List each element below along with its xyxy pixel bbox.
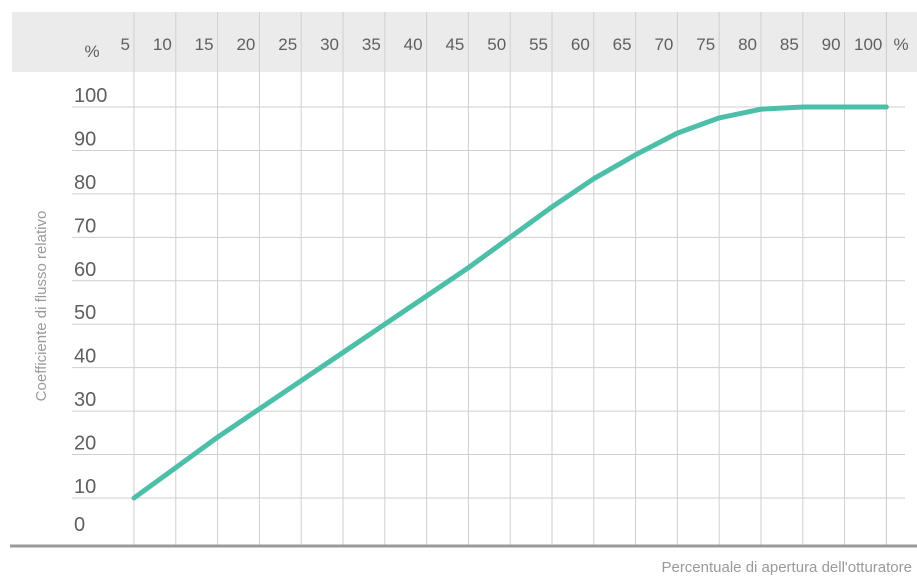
x-axis-title: Percentuale di apertura dell'otturatore [661, 559, 912, 576]
series-layer [131, 104, 889, 501]
x-tick-label: 10 [153, 35, 172, 54]
y-tick-label: 100 [74, 85, 107, 107]
x-tick-label: 100 [854, 35, 882, 54]
y-tick-labels: 0 10 20 30 40 50 60 70 80 90 100 [74, 85, 107, 536]
x-tick-label: 15 [195, 35, 214, 54]
y-tick-label: 20 [74, 433, 96, 455]
x-tick-label: 70 [654, 35, 673, 54]
y-tick-label: 80 [74, 172, 96, 194]
x-tick-label: 25 [278, 35, 297, 54]
x-tick-label: 5 [121, 35, 130, 54]
y-tick-label: 60 [74, 259, 96, 281]
x-unit-label-right: % [893, 35, 908, 54]
x-tick-label: 60 [571, 35, 590, 54]
y-tick-label: 50 [74, 302, 96, 324]
x-tick-label: 55 [529, 35, 548, 54]
y-tick-label: 10 [74, 476, 96, 498]
y-tick-label: 30 [74, 389, 96, 411]
y-tick-label: 90 [74, 128, 96, 150]
x-tick-label: 35 [362, 35, 381, 54]
x-tick-label: 45 [445, 35, 464, 54]
y-tick-label: 0 [74, 514, 85, 536]
x-tick-label: 90 [822, 35, 841, 54]
header-band [12, 12, 917, 72]
x-tick-label: 75 [696, 35, 715, 54]
x-tick-label: 85 [780, 35, 799, 54]
y-tick-label: 40 [74, 346, 96, 368]
x-tick-label: 40 [404, 35, 423, 54]
x-tick-labels: 5 10 15 20 25 30 35 40 45 50 55 60 65 70 75 80 85 90 100 [121, 35, 883, 54]
x-tick-label: 50 [487, 35, 506, 54]
x-tick-label: 20 [236, 35, 255, 54]
x-tick-label: 30 [320, 35, 339, 54]
y-axis-title: Coefficiente di flusso relativo [33, 211, 50, 402]
grid [72, 12, 905, 546]
x-tick-label: 65 [613, 35, 632, 54]
x-unit-label-left: % [84, 42, 99, 61]
y-tick-label: 70 [74, 215, 96, 237]
x-tick-label: 80 [738, 35, 757, 54]
